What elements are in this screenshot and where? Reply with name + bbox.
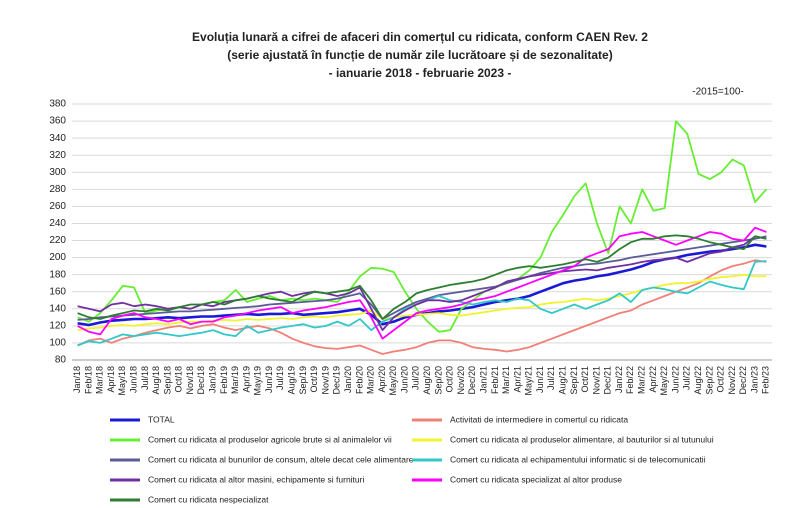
x-tick-label: Jul/21 (546, 366, 556, 390)
series-line (77, 259, 767, 355)
x-tick-label: Jan/23 (749, 366, 759, 393)
legend-label: Comert cu ridicata al echipamentului inf… (450, 454, 706, 464)
x-tick-label: May/18 (117, 366, 127, 396)
legend-label: Comert cu ridicata al altor masini, echi… (148, 474, 364, 484)
x-tick-label: Dec/22 (738, 366, 748, 395)
x-tick-label: Jan/21 (478, 366, 488, 393)
legend-label: Comert cu ridicata al produselor agricol… (148, 434, 392, 444)
x-tick-label: Apr/19 (241, 366, 251, 393)
x-tick-label: Nov/21 (591, 366, 601, 395)
y-tick-label: 180 (49, 269, 66, 280)
x-tick-label: Oct/22 (716, 366, 726, 393)
legend-label: Activitati de intermediere in comertul c… (450, 414, 628, 424)
x-tick-label: Jun/21 (535, 366, 545, 393)
x-tick-label: Feb/23 (761, 366, 771, 394)
x-tick-label: Apr/20 (377, 366, 387, 393)
x-tick-label: Mar/18 (95, 366, 105, 394)
y-tick-label: 340 (49, 133, 66, 144)
x-tick-label: Feb/20 (354, 366, 364, 394)
x-tick-label: Apr/18 (106, 366, 116, 393)
series-line (77, 226, 767, 340)
x-tick-label: Apr/21 (512, 366, 522, 393)
x-tick-label: May/21 (524, 366, 534, 396)
y-tick-label: 100 (49, 338, 66, 349)
x-tick-label: Sep/18 (162, 366, 172, 395)
series-line (77, 235, 767, 331)
x-tick-label: Mar/21 (501, 366, 511, 394)
x-tick-label: Jun/22 (670, 366, 680, 393)
chart-subtitle: (serie ajustată în funcție de număr zile… (227, 48, 612, 62)
x-tick-label: Jan/22 (614, 366, 624, 393)
period: - ianuarie 2018 - februarie 2023 - (329, 66, 512, 80)
x-tick-label: Oct/21 (580, 366, 590, 393)
y-tick-label: 240 (49, 218, 66, 229)
x-tick-label: Mar/22 (637, 366, 647, 394)
legend-label: Comert cu ridicata al produselor aliment… (450, 434, 714, 444)
x-tick-label: Aug/18 (151, 366, 161, 395)
x-tick-label: Dec/20 (467, 366, 477, 395)
x-tick-label: Oct/18 (174, 366, 184, 393)
x-tick-label: Jan/20 (343, 366, 353, 393)
x-tick-label: Aug/22 (693, 366, 703, 395)
y-tick-label: 160 (49, 286, 66, 297)
x-tick-label: Aug/20 (422, 366, 432, 395)
x-tick-label: Feb/22 (625, 366, 635, 394)
y-tick-label: 200 (49, 252, 66, 263)
series-line (77, 234, 767, 320)
y-tick-label: 80 (55, 355, 67, 366)
y-tick-label: 380 (49, 99, 66, 110)
x-tick-label: Sep/19 (298, 366, 308, 395)
x-tick-label: Nov/20 (456, 366, 466, 395)
x-tick-label: Mar/19 (230, 366, 240, 394)
x-tick-label: Oct/19 (309, 366, 319, 393)
x-tick-label: Jan/19 (208, 366, 218, 393)
legend-label: Comert cu ridicata al bunurilor de consu… (148, 454, 414, 464)
x-tick-label: Jun/19 (264, 366, 274, 393)
x-tick-label: Jul/20 (411, 366, 421, 390)
x-tick-label: May/20 (388, 366, 398, 396)
x-tick-label: Apr/22 (648, 366, 658, 393)
legend-label: Comert cu ridicata specializat al altor … (450, 474, 622, 484)
x-tick-label: Nov/18 (185, 366, 195, 395)
x-tick-label: Jul/22 (682, 366, 692, 390)
x-tick-label: May/19 (253, 366, 263, 396)
x-tick-label: Sep/22 (704, 366, 714, 395)
x-tick-label: Jun/20 (399, 366, 409, 393)
x-tick-label: May/22 (659, 366, 669, 396)
x-tick-label: Sep/21 (569, 366, 579, 395)
x-tick-label: Dec/19 (332, 366, 342, 395)
x-tick-label: Oct/20 (445, 366, 455, 393)
y-tick-label: 320 (49, 150, 66, 161)
series-line (77, 235, 767, 321)
x-tick-label: Nov/22 (727, 366, 737, 395)
y-tick-label: 120 (49, 321, 66, 332)
y-tick-label: 220 (49, 235, 66, 246)
y-tick-label: 300 (49, 167, 66, 178)
x-tick-label: Dec/21 (603, 366, 613, 395)
x-tick-label: Feb/21 (490, 366, 500, 394)
y-tick-label: 140 (49, 303, 66, 314)
x-tick-label: Jul/19 (275, 366, 285, 390)
x-tick-label: Feb/18 (83, 366, 93, 394)
legend-label: Comert cu ridicata nespecializat (148, 494, 269, 504)
legend-label: TOTAL (148, 414, 175, 424)
y-tick-label: 280 (49, 184, 66, 195)
chart-title: Evoluția lunară a cifrei de afaceri din … (192, 30, 648, 44)
y-tick-label: 360 (49, 116, 66, 127)
x-tick-label: Nov/19 (320, 366, 330, 395)
y-tick-label: 260 (49, 201, 66, 212)
x-tick-label: Feb/19 (219, 366, 229, 394)
x-tick-label: Aug/19 (287, 366, 297, 395)
x-tick-label: Mar/20 (366, 366, 376, 394)
x-tick-label: Sep/20 (433, 366, 443, 395)
base-note: -2015=100- (692, 87, 743, 98)
x-tick-label: Jan/18 (72, 366, 82, 393)
x-tick-label: Jun/18 (128, 366, 138, 393)
x-tick-label: Aug/21 (558, 366, 568, 395)
x-tick-label: Jul/18 (140, 366, 150, 390)
x-tick-label: Dec/18 (196, 366, 206, 395)
